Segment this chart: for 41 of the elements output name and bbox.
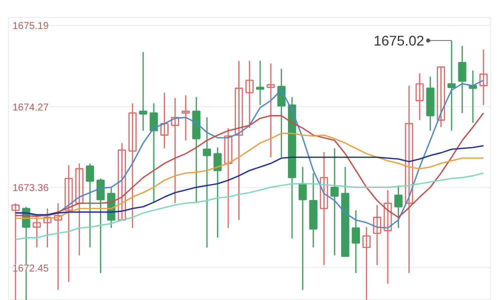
candlestick — [479, 48, 488, 106]
candlestick — [75, 162, 84, 256]
candlestick — [266, 62, 275, 158]
y-tick-label: 1672.45 — [12, 263, 50, 274]
candlestick — [64, 164, 73, 283]
candlestick — [298, 166, 307, 290]
candlestick — [362, 226, 371, 300]
annotation: 1675.02 — [374, 32, 424, 48]
candlestick — [213, 146, 222, 238]
candlestick — [118, 142, 126, 221]
candlestick — [150, 102, 158, 203]
candlestick — [224, 127, 232, 229]
y-tick-label: 1675.19 — [12, 20, 50, 32]
candlestick — [373, 204, 382, 266]
candlestick — [394, 184, 403, 229]
candlestick — [320, 151, 328, 266]
candlestick — [32, 216, 41, 248]
line-series — [14, 172, 484, 240]
candlestick — [86, 162, 94, 248]
candlestick — [160, 92, 169, 149]
candlestick — [43, 208, 52, 248]
candlestick — [96, 178, 105, 274]
candlestick — [182, 94, 190, 142]
candlestick — [128, 102, 137, 229]
candlestick — [352, 210, 360, 274]
candlestick — [404, 84, 414, 274]
candlestick — [458, 45, 466, 114]
candlestick — [202, 116, 212, 248]
candlestick — [234, 60, 243, 221]
candlestick — [330, 148, 339, 256]
candlestick — [245, 60, 254, 129]
candlestick — [170, 97, 180, 204]
candlestick — [436, 66, 446, 128]
candlestick — [468, 70, 477, 124]
candlestick — [54, 202, 62, 290]
candlestick — [447, 40, 456, 132]
candlestick — [139, 51, 148, 132]
y-tick-label: 1673.36 — [12, 182, 50, 194]
candlestick — [384, 189, 392, 284]
y-tick-label: 1674.27 — [12, 102, 50, 114]
candlestick — [416, 72, 424, 121]
